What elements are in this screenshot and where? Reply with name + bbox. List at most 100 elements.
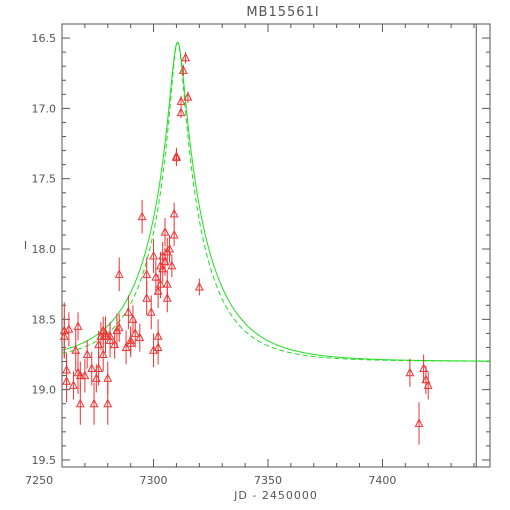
data-point	[162, 270, 172, 299]
point-marker	[169, 229, 179, 239]
point-marker	[142, 293, 152, 302]
point-marker	[142, 269, 152, 278]
point-marker	[123, 307, 133, 316]
point-marker	[160, 227, 170, 236]
data-point	[167, 254, 177, 278]
point-marker	[103, 373, 113, 382]
point-marker	[75, 370, 85, 380]
point-marker	[128, 314, 138, 323]
data-point	[181, 52, 191, 64]
point-marker	[62, 376, 71, 385]
point-marker	[75, 398, 85, 408]
point-marker	[64, 324, 74, 333]
plot-frame	[61, 23, 491, 468]
data-point	[178, 64, 188, 77]
point-marker	[153, 342, 163, 351]
data-point	[146, 295, 156, 330]
data-point	[153, 330, 163, 365]
point-marker	[146, 307, 156, 316]
data-point	[64, 312, 74, 347]
data-point	[176, 95, 186, 107]
y-tick-label: 17.5	[32, 173, 57, 186]
data-point	[105, 322, 115, 351]
model-curve-dashed	[61, 41, 490, 362]
data-point	[135, 323, 145, 352]
data-point	[423, 371, 433, 400]
data-point	[80, 358, 90, 393]
point-marker	[167, 260, 177, 270]
data-point	[414, 402, 424, 445]
model-curves	[61, 41, 490, 362]
data-point	[176, 106, 186, 119]
point-marker	[114, 269, 124, 278]
data-point	[114, 313, 124, 342]
point-marker	[149, 250, 158, 260]
point-marker	[126, 338, 136, 347]
data-point	[114, 257, 124, 292]
point-marker	[101, 331, 110, 340]
point-marker	[98, 349, 108, 358]
data-point	[101, 319, 110, 354]
data-point	[73, 312, 83, 341]
point-marker	[114, 322, 124, 332]
point-marker	[169, 208, 179, 218]
data-point	[130, 319, 140, 348]
x-tick-label: 7350	[254, 474, 282, 487]
data-point	[75, 361, 85, 390]
point-marker	[181, 52, 191, 62]
data-point	[165, 234, 174, 264]
point-marker	[87, 363, 97, 373]
data-point	[160, 218, 170, 247]
y-tick-label: 19.0	[32, 384, 57, 397]
data-point	[169, 202, 179, 226]
point-marker	[414, 418, 424, 427]
data-point	[126, 329, 136, 358]
point-marker	[105, 331, 115, 340]
point-marker	[178, 65, 188, 74]
point-marker	[162, 293, 172, 302]
point-marker	[73, 321, 83, 330]
data-point	[149, 239, 158, 273]
point-marker	[80, 370, 90, 380]
point-marker	[176, 96, 186, 105]
data-point	[121, 330, 131, 365]
point-marker	[194, 281, 204, 291]
point-marker	[183, 92, 193, 101]
point-marker	[176, 107, 186, 117]
data-point	[128, 305, 138, 334]
point-marker	[405, 367, 415, 377]
data-point	[69, 371, 78, 400]
point-marker	[165, 243, 174, 253]
data-point	[103, 382, 113, 425]
data-point	[98, 337, 108, 372]
data-point	[183, 91, 193, 103]
data-point	[59, 315, 69, 358]
data-point	[172, 149, 181, 167]
chart-title: MB15561I	[246, 5, 319, 20]
y-axis: 16.5 17.0 17.5 18.0 18.5 19.0 19.5	[32, 32, 490, 467]
point-marker	[130, 328, 140, 337]
data-point	[169, 223, 179, 247]
point-marker	[155, 279, 165, 288]
y-axis-label: I	[24, 239, 28, 252]
x-tick-label: 7300	[140, 474, 168, 487]
data-point	[405, 358, 415, 387]
point-marker	[59, 331, 69, 340]
y-tick-label: 18.0	[32, 243, 57, 256]
data-point	[89, 382, 99, 425]
point-marker	[71, 345, 81, 354]
data-point	[142, 281, 152, 316]
point-marker	[103, 398, 113, 408]
x-axis: 7250 7300 7350 7400	[25, 24, 475, 487]
point-marker	[94, 363, 104, 373]
point-marker	[121, 342, 131, 351]
data-point	[62, 360, 71, 403]
point-marker	[137, 211, 147, 221]
data-point	[155, 270, 165, 299]
data-point	[71, 329, 81, 372]
data-point	[194, 278, 204, 296]
y-tick-label: 16.5	[32, 32, 57, 45]
point-marker	[135, 332, 145, 342]
data-point	[123, 295, 133, 330]
